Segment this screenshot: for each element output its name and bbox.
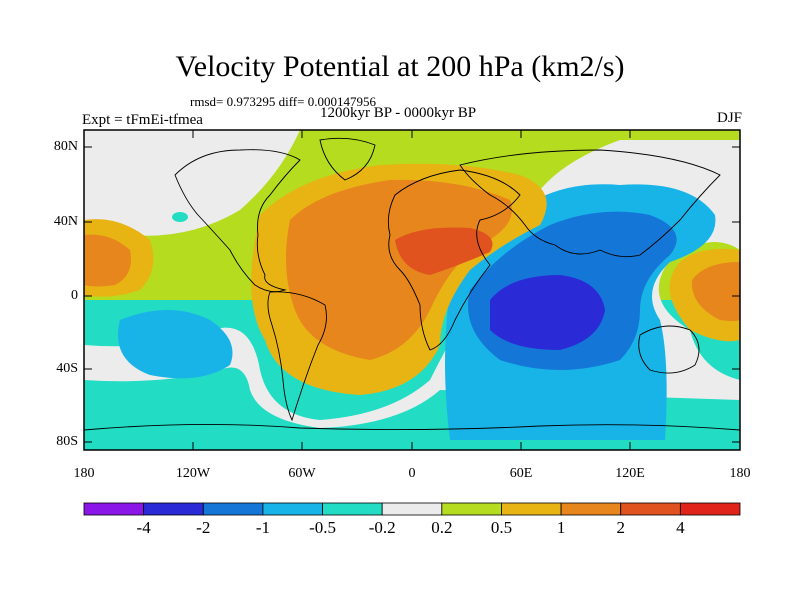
map-title: Velocity Potential at 200 hPa (km2/s): [175, 50, 625, 83]
y-tick-label: 40N: [53, 214, 78, 229]
stats-text: rmsd= 0.973295 diff= 0.000147956: [190, 94, 376, 109]
colorbar-swatch: [262, 502, 323, 516]
y-tick-label: 0: [71, 288, 78, 303]
colorbar-label: -4: [136, 518, 151, 537]
x-tick-label: 120W: [175, 466, 211, 481]
colorbar-label: -1: [255, 518, 270, 537]
colorbar-label: -0.2: [368, 518, 396, 537]
colorbar-label: 0.5: [490, 518, 513, 537]
period-text: 1200kyr BP - 0000kyr BP: [320, 105, 477, 121]
colorbar-label: 1: [556, 518, 566, 537]
y-tick-label: 80S: [56, 434, 78, 449]
experiment-text: Expt = tFmEi-tfmea: [82, 112, 203, 128]
colorbar-swatch: [381, 502, 443, 516]
coastlines: [84, 137, 740, 431]
colorbar-label: -2: [196, 518, 211, 537]
x-tick-label: 0: [408, 466, 416, 481]
x-tick-label: 120E: [615, 466, 645, 481]
season-label: DJF: [716, 110, 742, 126]
colorbar-label: 2: [616, 518, 625, 537]
x-tick-label: 60W: [288, 466, 316, 481]
contour-fill-layer: [84, 130, 740, 450]
colorbar-swatch: [560, 502, 622, 516]
y-tick-label: 40S: [56, 361, 78, 376]
x-tick-label: 180: [73, 466, 95, 481]
colorbar-swatch: [441, 502, 502, 516]
x-tick-marks: [83, 130, 741, 450]
colorbar-label: 4: [676, 518, 685, 537]
colorbar-swatch: [501, 502, 562, 516]
colorbar-swatch: [620, 502, 681, 516]
colorbar-label: -0.5: [309, 518, 336, 537]
colorbar-swatch: [679, 502, 741, 516]
colorbar-label: 0.2: [431, 518, 453, 537]
x-tick-label: 180: [729, 466, 751, 481]
colorbar-swatch: [83, 502, 145, 516]
colorbar: [83, 502, 741, 516]
y-tick-marks: [84, 146, 740, 443]
x-tick-label: 60E: [509, 466, 533, 481]
colorbar-swatch: [322, 502, 383, 516]
colorbar-swatch: [143, 502, 204, 516]
y-tick-label: 80N: [53, 139, 78, 154]
colorbar-swatch: [202, 502, 264, 516]
